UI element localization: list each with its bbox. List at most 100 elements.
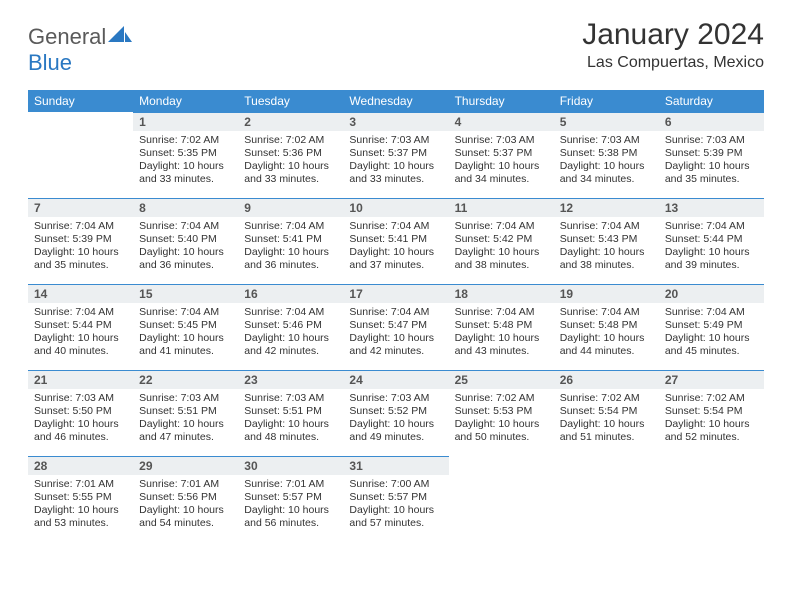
calendar-cell: 24Sunrise: 7:03 AMSunset: 5:52 PMDayligh…	[343, 370, 448, 456]
calendar-cell: 30Sunrise: 7:01 AMSunset: 5:57 PMDayligh…	[238, 456, 343, 542]
day-number: 4	[449, 112, 554, 131]
logo-sail-icon	[108, 31, 132, 48]
sunset-line: Sunset: 5:38 PM	[560, 147, 653, 160]
day-number: 6	[659, 112, 764, 131]
day-number: 11	[449, 198, 554, 217]
daylight-line: Daylight: 10 hours and 37 minutes.	[349, 246, 442, 272]
calendar-week: 21Sunrise: 7:03 AMSunset: 5:50 PMDayligh…	[28, 370, 764, 456]
calendar-cell: 13Sunrise: 7:04 AMSunset: 5:44 PMDayligh…	[659, 198, 764, 284]
sunset-line: Sunset: 5:49 PM	[665, 319, 758, 332]
sunset-line: Sunset: 5:54 PM	[665, 405, 758, 418]
daylight-line: Daylight: 10 hours and 44 minutes.	[560, 332, 653, 358]
calendar-cell: 9Sunrise: 7:04 AMSunset: 5:41 PMDaylight…	[238, 198, 343, 284]
sunrise-line: Sunrise: 7:03 AM	[349, 392, 442, 405]
sunrise-line: Sunrise: 7:04 AM	[455, 220, 548, 233]
daylight-line: Daylight: 10 hours and 38 minutes.	[560, 246, 653, 272]
sunset-line: Sunset: 5:46 PM	[244, 319, 337, 332]
daylight-line: Daylight: 10 hours and 34 minutes.	[560, 160, 653, 186]
sunrise-line: Sunrise: 7:04 AM	[349, 306, 442, 319]
sunset-line: Sunset: 5:50 PM	[34, 405, 127, 418]
calendar-week: 28Sunrise: 7:01 AMSunset: 5:55 PMDayligh…	[28, 456, 764, 542]
sunrise-line: Sunrise: 7:04 AM	[560, 220, 653, 233]
daylight-line: Daylight: 10 hours and 46 minutes.	[34, 418, 127, 444]
day-body: Sunrise: 7:02 AMSunset: 5:54 PMDaylight:…	[554, 389, 659, 449]
calendar-cell: 17Sunrise: 7:04 AMSunset: 5:47 PMDayligh…	[343, 284, 448, 370]
dow-saturday: Saturday	[659, 90, 764, 112]
daylight-line: Daylight: 10 hours and 50 minutes.	[455, 418, 548, 444]
sunset-line: Sunset: 5:52 PM	[349, 405, 442, 418]
daylight-line: Daylight: 10 hours and 52 minutes.	[665, 418, 758, 444]
sunset-line: Sunset: 5:57 PM	[349, 491, 442, 504]
day-number: 14	[28, 284, 133, 303]
header: General Blue January 2024 Las Compuertas…	[28, 18, 764, 76]
daylight-line: Daylight: 10 hours and 51 minutes.	[560, 418, 653, 444]
day-number: 30	[238, 456, 343, 475]
sunrise-line: Sunrise: 7:03 AM	[34, 392, 127, 405]
calendar-table: Sunday Monday Tuesday Wednesday Thursday…	[28, 90, 764, 542]
logo-name2: Blue	[28, 50, 72, 75]
daylight-line: Daylight: 10 hours and 36 minutes.	[244, 246, 337, 272]
sunset-line: Sunset: 5:42 PM	[455, 233, 548, 246]
day-body: Sunrise: 7:04 AMSunset: 5:41 PMDaylight:…	[343, 217, 448, 277]
calendar-week: 1Sunrise: 7:02 AMSunset: 5:35 PMDaylight…	[28, 112, 764, 198]
day-body: Sunrise: 7:04 AMSunset: 5:43 PMDaylight:…	[554, 217, 659, 277]
calendar-week: 7Sunrise: 7:04 AMSunset: 5:39 PMDaylight…	[28, 198, 764, 284]
dow-wednesday: Wednesday	[343, 90, 448, 112]
page: General Blue January 2024 Las Compuertas…	[0, 0, 792, 552]
day-number: 17	[343, 284, 448, 303]
daylight-line: Daylight: 10 hours and 47 minutes.	[139, 418, 232, 444]
day-number: 1	[133, 112, 238, 131]
calendar-cell	[659, 456, 764, 542]
day-number: 29	[133, 456, 238, 475]
calendar-cell: 14Sunrise: 7:04 AMSunset: 5:44 PMDayligh…	[28, 284, 133, 370]
sunrise-line: Sunrise: 7:04 AM	[455, 306, 548, 319]
daylight-line: Daylight: 10 hours and 38 minutes.	[455, 246, 548, 272]
sunset-line: Sunset: 5:48 PM	[560, 319, 653, 332]
day-number: 20	[659, 284, 764, 303]
sunrise-line: Sunrise: 7:03 AM	[455, 134, 548, 147]
sunset-line: Sunset: 5:45 PM	[139, 319, 232, 332]
calendar-body: 1Sunrise: 7:02 AMSunset: 5:35 PMDaylight…	[28, 112, 764, 542]
sunset-line: Sunset: 5:57 PM	[244, 491, 337, 504]
calendar-cell	[28, 112, 133, 198]
daylight-line: Daylight: 10 hours and 48 minutes.	[244, 418, 337, 444]
calendar-cell: 15Sunrise: 7:04 AMSunset: 5:45 PMDayligh…	[133, 284, 238, 370]
sunrise-line: Sunrise: 7:04 AM	[244, 220, 337, 233]
day-number: 22	[133, 370, 238, 389]
day-body: Sunrise: 7:02 AMSunset: 5:53 PMDaylight:…	[449, 389, 554, 449]
sunrise-line: Sunrise: 7:03 AM	[560, 134, 653, 147]
day-number: 23	[238, 370, 343, 389]
sunrise-line: Sunrise: 7:03 AM	[665, 134, 758, 147]
day-number: 7	[28, 198, 133, 217]
sunrise-line: Sunrise: 7:03 AM	[349, 134, 442, 147]
daylight-line: Daylight: 10 hours and 35 minutes.	[665, 160, 758, 186]
calendar-cell	[449, 456, 554, 542]
sunset-line: Sunset: 5:53 PM	[455, 405, 548, 418]
day-number: 24	[343, 370, 448, 389]
calendar-cell: 7Sunrise: 7:04 AMSunset: 5:39 PMDaylight…	[28, 198, 133, 284]
sunset-line: Sunset: 5:37 PM	[455, 147, 548, 160]
sunrise-line: Sunrise: 7:04 AM	[34, 220, 127, 233]
day-body: Sunrise: 7:04 AMSunset: 5:47 PMDaylight:…	[343, 303, 448, 363]
calendar-cell: 1Sunrise: 7:02 AMSunset: 5:35 PMDaylight…	[133, 112, 238, 198]
day-number: 5	[554, 112, 659, 131]
day-number: 9	[238, 198, 343, 217]
daylight-line: Daylight: 10 hours and 41 minutes.	[139, 332, 232, 358]
day-number: 28	[28, 456, 133, 475]
sunrise-line: Sunrise: 7:04 AM	[34, 306, 127, 319]
logo-name1: General	[28, 24, 106, 49]
page-title: January 2024	[582, 18, 764, 52]
sunrise-line: Sunrise: 7:00 AM	[349, 478, 442, 491]
calendar-cell: 2Sunrise: 7:02 AMSunset: 5:36 PMDaylight…	[238, 112, 343, 198]
day-body: Sunrise: 7:01 AMSunset: 5:56 PMDaylight:…	[133, 475, 238, 535]
dow-row: Sunday Monday Tuesday Wednesday Thursday…	[28, 90, 764, 112]
calendar-cell: 3Sunrise: 7:03 AMSunset: 5:37 PMDaylight…	[343, 112, 448, 198]
sunrise-line: Sunrise: 7:04 AM	[349, 220, 442, 233]
day-number: 8	[133, 198, 238, 217]
calendar-cell: 20Sunrise: 7:04 AMSunset: 5:49 PMDayligh…	[659, 284, 764, 370]
day-number: 19	[554, 284, 659, 303]
day-body: Sunrise: 7:04 AMSunset: 5:41 PMDaylight:…	[238, 217, 343, 277]
sunset-line: Sunset: 5:39 PM	[34, 233, 127, 246]
sunrise-line: Sunrise: 7:01 AM	[139, 478, 232, 491]
sunset-line: Sunset: 5:41 PM	[349, 233, 442, 246]
